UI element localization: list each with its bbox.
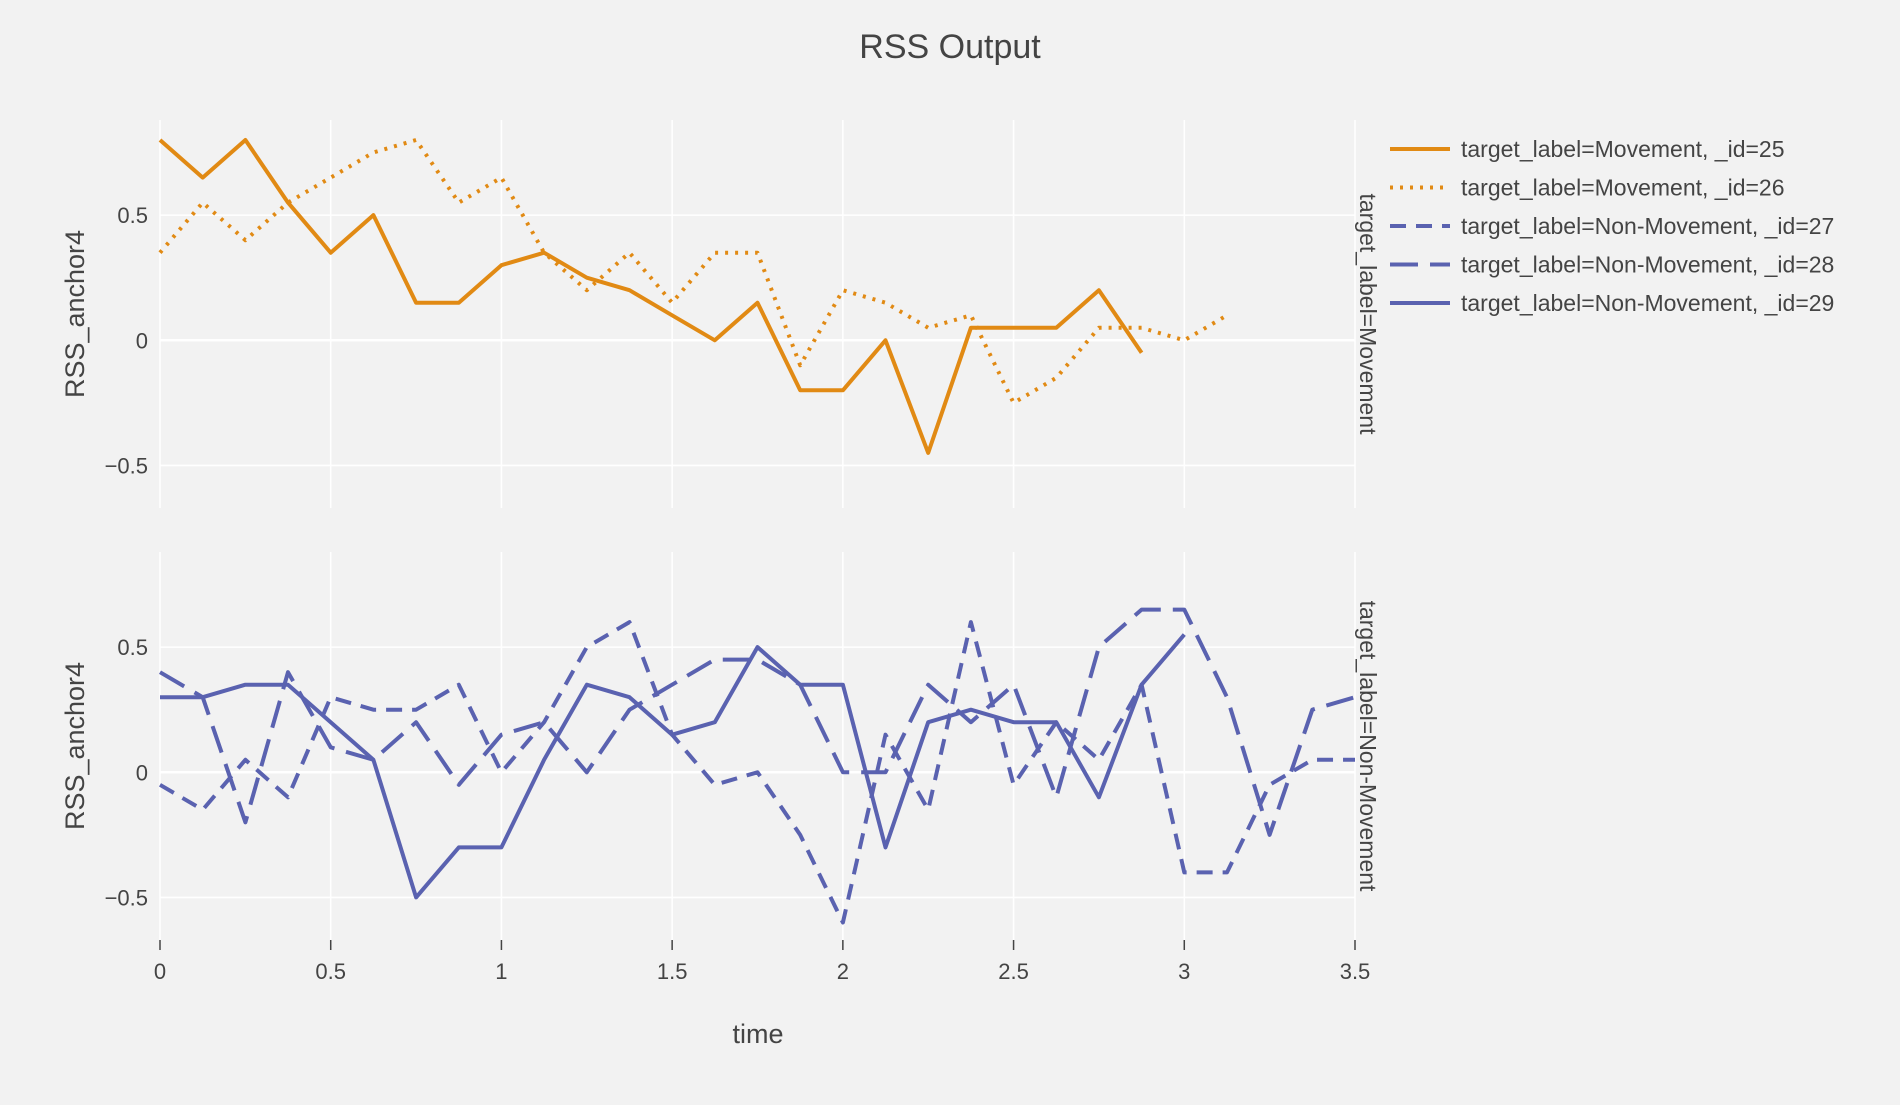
legend-label: target_label=Non-Movement, _id=28 (1461, 252, 1834, 278)
facet-panels: −0.5 0 0.5 RSS_anchor4 target_label=Movement… (60, 120, 1381, 984)
series-line[interactable] (160, 633, 1186, 900)
y-tick-label: 0 (136, 760, 148, 785)
series-line[interactable] (158, 620, 1355, 925)
legend-label: target_label=Non-Movement, _id=29 (1461, 290, 1834, 316)
y-axis-title: RSS_anchor4 (60, 230, 90, 398)
series-line[interactable] (158, 607, 1356, 837)
chart-title: RSS Output (859, 28, 1041, 66)
legend-item[interactable]: target_label=Movement, _id=25 (1390, 136, 1785, 162)
y-tick-label: 0.5 (117, 203, 148, 228)
x-tick-label: 1.5 (657, 959, 688, 984)
legend-label: target_label=Movement, _id=25 (1461, 136, 1785, 162)
x-tick-label: 2.5 (998, 959, 1029, 984)
legend-item[interactable]: target_label=Non-Movement, _id=29 (1390, 290, 1834, 316)
x-tick-label: 1 (495, 959, 507, 984)
facet-panel: −0.5 0 0.5 RSS_anchor4 target_label=Non-Move… (60, 552, 1381, 940)
legend[interactable]: target_label=Movement, _id=25 target_labe… (1390, 136, 1834, 316)
x-tick-label: 3 (1178, 959, 1190, 984)
y-tick-label: 0 (136, 328, 148, 353)
facet-panel: −0.5 0 0.5 RSS_anchor4 target_label=Movement (60, 120, 1381, 508)
series-line[interactable] (158, 138, 1229, 405)
x-tick-label: 0.5 (315, 959, 346, 984)
y-axis-title: RSS_anchor4 (60, 662, 90, 830)
facet-label: target_label=Non-Movement (1355, 601, 1381, 892)
x-tick-label: 0 (154, 959, 166, 984)
y-tick-label: 0.5 (117, 635, 148, 660)
y-tick-label: −0.5 (105, 453, 148, 478)
y-tick-label: −0.5 (105, 885, 148, 910)
legend-label: target_label=Non-Movement, _id=27 (1461, 213, 1834, 239)
facet-label: target_label=Movement (1355, 193, 1381, 435)
series-line[interactable] (158, 138, 1144, 455)
x-tick-label: 3.5 (1340, 959, 1371, 984)
x-axis: 0 0.5 1 1.5 2 2.5 3 3.5 (154, 940, 1370, 984)
x-axis-title: time (732, 1019, 783, 1049)
legend-item[interactable]: target_label=Movement, _id=26 (1390, 175, 1785, 201)
legend-label: target_label=Movement, _id=26 (1461, 175, 1785, 201)
legend-item[interactable]: target_label=Non-Movement, _id=27 (1390, 213, 1834, 239)
x-tick-label: 2 (837, 959, 849, 984)
legend-item[interactable]: target_label=Non-Movement, _id=28 (1390, 252, 1834, 278)
